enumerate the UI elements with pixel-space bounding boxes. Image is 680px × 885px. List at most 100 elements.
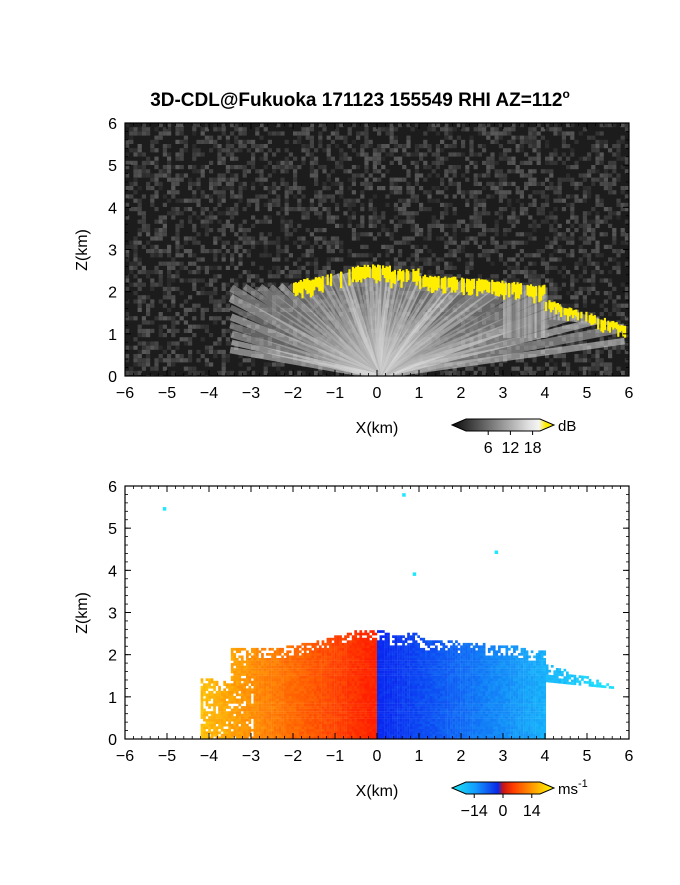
- noise-cell: [608, 207, 612, 211]
- noise-cell: [520, 241, 524, 245]
- velocity-cell: [289, 731, 292, 734]
- noise-cell: [562, 249, 566, 253]
- noise-cell: [314, 257, 318, 261]
- noise-cell: [280, 270, 284, 274]
- noise-cell: [612, 257, 616, 261]
- velocity-cell: [236, 726, 239, 729]
- velocity-cell: [289, 656, 292, 659]
- noise-cell: [188, 236, 192, 240]
- velocity-cell: [251, 650, 254, 653]
- velocity-cell: [264, 721, 267, 724]
- noise-cell: [205, 270, 209, 274]
- noise-cell: [138, 329, 142, 333]
- noise-cell: [507, 203, 511, 207]
- velocity-cell: [228, 729, 231, 732]
- noise-cell: [196, 203, 200, 207]
- velocity-cell: [238, 666, 241, 669]
- noise-cell: [461, 194, 465, 198]
- noise-cell: [616, 262, 620, 266]
- noise-cell: [612, 308, 616, 312]
- velocity-cell: [254, 731, 257, 734]
- noise-cell: [541, 169, 545, 173]
- noise-cell: [234, 207, 238, 211]
- noise-cell: [411, 262, 415, 266]
- noise-cell: [159, 220, 163, 224]
- noise-cell: [163, 262, 167, 266]
- noise-cell: [511, 157, 515, 161]
- noise-cell: [621, 312, 625, 316]
- velocity-cell: [218, 691, 221, 694]
- noise-cell: [159, 274, 163, 278]
- noise-cell: [272, 266, 276, 270]
- velocity-cell: [259, 721, 262, 724]
- noise-cell: [209, 350, 213, 354]
- velocity-cell: [279, 668, 282, 671]
- noise-cell: [532, 253, 536, 257]
- velocity-cell: [274, 731, 277, 734]
- noise-cell: [553, 152, 557, 156]
- velocity-cell: [274, 661, 277, 664]
- noise-cell: [163, 249, 167, 253]
- velocity-cell: [201, 701, 204, 704]
- velocity-cell: [279, 721, 282, 724]
- velocity-cell: [281, 678, 284, 681]
- noise-cell: [583, 304, 587, 308]
- velocity-cell: [233, 678, 236, 681]
- noise-cell: [486, 136, 490, 140]
- noise-cell: [289, 161, 293, 165]
- noise-cell: [142, 194, 146, 198]
- velocity-cell: [249, 696, 252, 699]
- noise-cell: [238, 182, 242, 186]
- noise-cell: [448, 224, 452, 228]
- noise-cell: [507, 199, 511, 203]
- noise-cell: [247, 228, 251, 232]
- velocity-cell: [286, 734, 289, 737]
- noise-cell: [495, 186, 499, 190]
- velocity-cell: [276, 683, 279, 686]
- noise-cell: [159, 182, 163, 186]
- velocity-cell: [249, 706, 252, 709]
- noise-cell: [411, 161, 415, 165]
- noise-cell: [297, 140, 301, 144]
- noise-cell: [310, 199, 314, 203]
- noise-cell: [142, 211, 146, 215]
- noise-cell: [306, 152, 310, 156]
- velocity-cell: [238, 671, 241, 674]
- noise-cell: [289, 371, 293, 375]
- velocity-cell: [276, 686, 279, 689]
- noise-cell: [545, 127, 549, 131]
- velocity-cell: [286, 683, 289, 686]
- noise-cell: [595, 241, 599, 245]
- noise-cell: [478, 127, 482, 131]
- velocity-cell: [251, 663, 254, 666]
- velocity-cell: [259, 676, 262, 679]
- noise-cell: [583, 186, 587, 190]
- noise-cell: [142, 333, 146, 337]
- noise-cell: [230, 371, 234, 375]
- velocity-cell: [259, 666, 262, 669]
- noise-cell: [423, 144, 427, 148]
- noise-cell: [318, 165, 322, 169]
- noise-cell: [461, 144, 465, 148]
- velocity-cell: [294, 701, 297, 704]
- velocity-cell: [206, 694, 209, 697]
- noise-cell: [289, 270, 293, 274]
- noise-cell: [482, 144, 486, 148]
- velocity-cell: [246, 729, 249, 732]
- noise-cell: [255, 131, 259, 135]
- noise-cell: [306, 228, 310, 232]
- noise-cell: [318, 203, 322, 207]
- noise-cell: [146, 127, 150, 131]
- noise-cell: [175, 224, 179, 228]
- noise-cell: [339, 152, 343, 156]
- velocity-cell: [299, 699, 302, 702]
- noise-cell: [314, 270, 318, 274]
- velocity-cell: [218, 714, 221, 717]
- noise-cell: [175, 241, 179, 245]
- noise-cell: [394, 190, 398, 194]
- velocity-cell: [284, 706, 287, 709]
- noise-cell: [276, 194, 280, 198]
- noise-cell: [192, 169, 196, 173]
- velocity-cell: [296, 661, 299, 664]
- noise-cell: [612, 346, 616, 350]
